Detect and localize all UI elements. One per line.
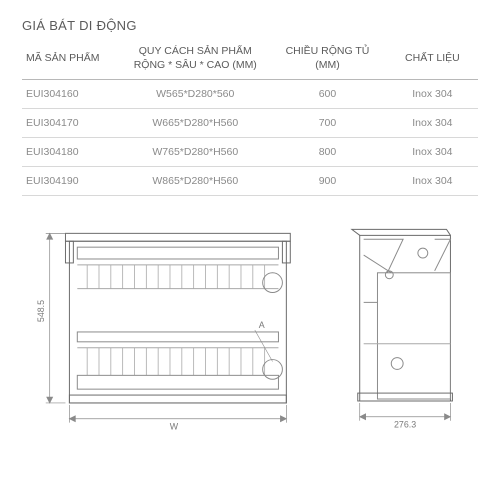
th-material: CHẤT LIỆU bbox=[387, 39, 478, 80]
th-code: MÃ SẢN PHẨM bbox=[22, 39, 122, 80]
dim-height: 548.5 bbox=[36, 300, 46, 322]
cell-width: 900 bbox=[268, 167, 387, 196]
table-header-row: MÃ SẢN PHẨM QUY CÁCH SẢN PHẨM RỘNG * SÂU… bbox=[22, 39, 478, 80]
cell-material: Inox 304 bbox=[387, 167, 478, 196]
table-row: EUI304190 W865*D280*H560 900 Inox 304 bbox=[22, 167, 478, 196]
cell-material: Inox 304 bbox=[387, 109, 478, 138]
table-row: EUI304170 W665*D280*H560 700 Inox 304 bbox=[22, 109, 478, 138]
cell-code: EUI304190 bbox=[22, 167, 122, 196]
front-view-diagram: A 548.5 W bbox=[28, 224, 314, 434]
cell-spec: W665*D280*H560 bbox=[122, 109, 268, 138]
cell-code: EUI304170 bbox=[22, 109, 122, 138]
cell-material: Inox 304 bbox=[387, 138, 478, 167]
th-spec-l1: QUY CÁCH SẢN PHẨM bbox=[139, 45, 252, 57]
svg-text:A: A bbox=[259, 320, 265, 330]
page-title: GIÁ BÁT DI ĐỘNG bbox=[22, 18, 478, 33]
th-spec: QUY CÁCH SẢN PHẨM RỘNG * SÂU * CAO (MM) bbox=[122, 39, 268, 80]
th-width: CHIỀU RỘNG TỦ (MM) bbox=[268, 39, 387, 80]
cell-spec: W765*D280*H560 bbox=[122, 138, 268, 167]
dim-width-w: W bbox=[170, 422, 179, 432]
th-spec-l2: RỘNG * SÂU * CAO (MM) bbox=[134, 59, 257, 71]
cell-width: 600 bbox=[268, 80, 387, 109]
diagram-area: A 548.5 W bbox=[22, 224, 478, 434]
spec-table: MÃ SẢN PHẨM QUY CÁCH SẢN PHẨM RỘNG * SÂU… bbox=[22, 39, 478, 196]
cell-width: 700 bbox=[268, 109, 387, 138]
table-row: EUI304160 W565*D280*560 600 Inox 304 bbox=[22, 80, 478, 109]
dim-depth: 276.3 bbox=[394, 420, 416, 430]
cell-width: 800 bbox=[268, 138, 387, 167]
side-view-diagram: 276.3 bbox=[340, 224, 478, 434]
cell-material: Inox 304 bbox=[387, 80, 478, 109]
cell-spec: W865*D280*H560 bbox=[122, 167, 268, 196]
cell-code: EUI304180 bbox=[22, 138, 122, 167]
table-row: EUI304180 W765*D280*H560 800 Inox 304 bbox=[22, 138, 478, 167]
cell-code: EUI304160 bbox=[22, 80, 122, 109]
cell-spec: W565*D280*560 bbox=[122, 80, 268, 109]
